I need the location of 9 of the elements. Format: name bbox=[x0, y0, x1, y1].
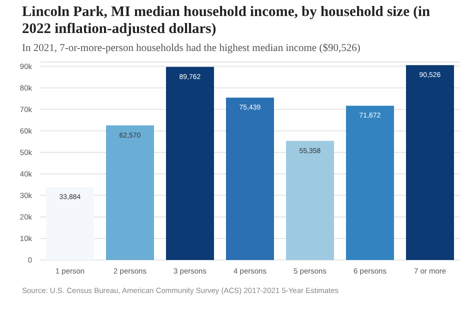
chart-subtitle: In 2021, 7-or-more-person households had the highest median income ($90,526) bbox=[22, 43, 360, 54]
bar bbox=[286, 140, 334, 260]
bar bbox=[166, 66, 214, 260]
bar bbox=[406, 65, 454, 260]
chart-title: Lincoln Park, MI median household income, by household size (in 2022 inflation-adjusted dollars) bbox=[22, 4, 432, 38]
bar bbox=[46, 187, 94, 260]
bar bbox=[106, 125, 154, 260]
bar bbox=[226, 98, 274, 260]
bar bbox=[346, 106, 394, 260]
